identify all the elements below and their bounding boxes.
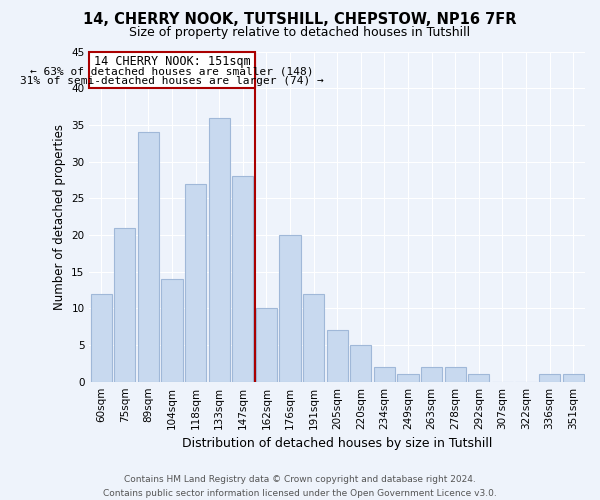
Bar	[256, 308, 277, 382]
Bar	[397, 374, 419, 382]
Y-axis label: Number of detached properties: Number of detached properties	[53, 124, 66, 310]
Bar	[280, 235, 301, 382]
Text: Contains HM Land Registry data © Crown copyright and database right 2024.
Contai: Contains HM Land Registry data © Crown c…	[103, 476, 497, 498]
Bar	[468, 374, 490, 382]
Text: ← 63% of detached houses are smaller (148): ← 63% of detached houses are smaller (14…	[30, 66, 314, 76]
Text: 31% of semi-detached houses are larger (74) →: 31% of semi-detached houses are larger (…	[20, 76, 324, 86]
Bar	[563, 374, 584, 382]
Bar	[114, 228, 136, 382]
Bar	[539, 374, 560, 382]
Bar	[185, 184, 206, 382]
Bar	[91, 294, 112, 382]
Text: Size of property relative to detached houses in Tutshill: Size of property relative to detached ho…	[130, 26, 470, 39]
Bar	[209, 118, 230, 382]
Bar	[232, 176, 253, 382]
Bar	[161, 279, 182, 382]
Text: 14, CHERRY NOOK, TUTSHILL, CHEPSTOW, NP16 7FR: 14, CHERRY NOOK, TUTSHILL, CHEPSTOW, NP1…	[83, 12, 517, 28]
Text: 14 CHERRY NOOK: 151sqm: 14 CHERRY NOOK: 151sqm	[94, 55, 250, 68]
FancyBboxPatch shape	[89, 52, 254, 88]
Bar	[445, 367, 466, 382]
Bar	[421, 367, 442, 382]
Bar	[326, 330, 348, 382]
Bar	[374, 367, 395, 382]
Bar	[350, 345, 371, 382]
Bar	[303, 294, 324, 382]
X-axis label: Distribution of detached houses by size in Tutshill: Distribution of detached houses by size …	[182, 437, 493, 450]
Bar	[138, 132, 159, 382]
